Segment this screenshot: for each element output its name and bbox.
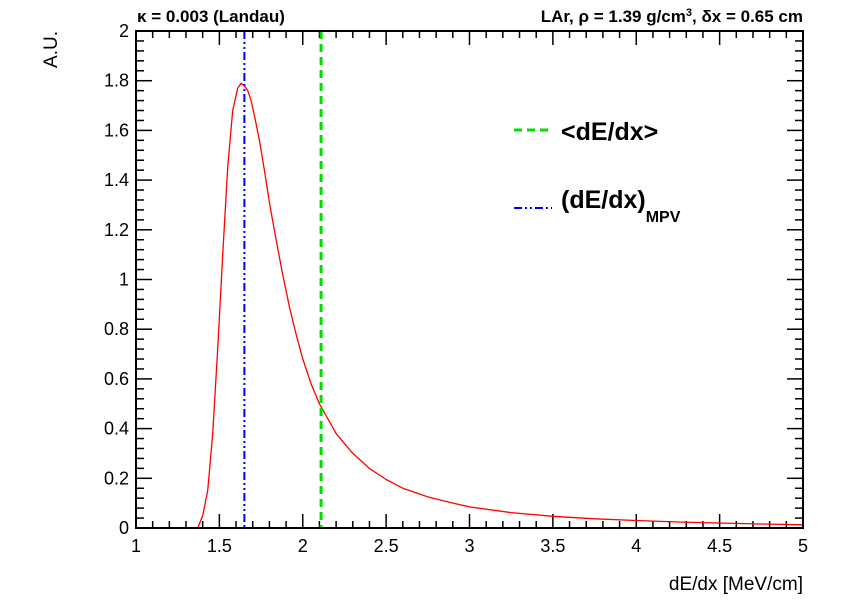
title-right-material: LAr, — [541, 7, 579, 26]
title-right-density: = 1.39 g/cm — [589, 7, 686, 26]
title-left: κ = 0.003 (Landau) — [137, 7, 285, 26]
tick-labels: 1 1.5 2 2.5 3 3.5 4 4.5 5 0 0.2 0.4 0.6 0.8 1 1.2 1.4 1.6… — [104, 21, 808, 556]
y-tick-label: 1.2 — [104, 220, 129, 240]
x-tick-label: 3 — [464, 536, 474, 556]
x-tick-label: 1 — [131, 536, 141, 556]
y-tick-label: 1.8 — [104, 71, 129, 91]
y-axis-label: A.U. — [41, 31, 62, 68]
x-axis-label: dE/dx [MeV/cm] — [669, 574, 803, 595]
curve-layer — [197, 82, 804, 529]
y-tick-label: 1.4 — [104, 170, 129, 190]
title-left-text: = 0.003 (Landau) — [146, 7, 284, 26]
legend: <dE/dx> (dE/dx)MPV — [514, 118, 681, 226]
axis-ticks — [135, 30, 804, 529]
legend-mpv-main: (dE/dx) — [561, 186, 646, 214]
x-tick-label: 3.5 — [540, 536, 565, 556]
y-tick-label: 1.6 — [104, 120, 129, 140]
title-right-rho: ρ — [578, 7, 589, 26]
x-tick-label: 1.5 — [207, 536, 232, 556]
legend-mpv-subscript: MPV — [646, 209, 681, 226]
legend-mpv-label: (dE/dx)MPV — [561, 186, 681, 226]
y-tick-label: 1 — [119, 270, 129, 290]
y-tick-label: 0.8 — [104, 319, 129, 339]
plot-frame — [135, 30, 804, 529]
y-tick-label: 0.6 — [104, 369, 129, 389]
title-right: LAr, ρ = 1.39 g/cm3, δx = 0.65 cm — [541, 7, 803, 26]
y-tick-label: 2 — [119, 21, 129, 41]
landau-curve — [197, 82, 804, 529]
y-tick-label: 0.2 — [104, 468, 129, 488]
x-tick-label: 5 — [798, 536, 808, 556]
title-right-exponent: 3 — [686, 7, 692, 19]
legend-mean-label: <dE/dx> — [561, 118, 658, 146]
y-tick-label: 0.4 — [104, 419, 129, 439]
title-left-kappa: κ — [137, 7, 147, 26]
x-tick-label: 2 — [298, 536, 308, 556]
reference-lines — [243, 31, 323, 528]
title-right-thickness: x = 0.65 cm — [712, 7, 803, 26]
y-tick-label: 0 — [119, 518, 129, 538]
x-tick-label: 2.5 — [374, 536, 399, 556]
x-tick-label: 4 — [631, 536, 641, 556]
title-right-delta: δ — [701, 7, 711, 26]
x-tick-label: 4.5 — [707, 536, 732, 556]
title-right-sep: , — [692, 7, 701, 26]
